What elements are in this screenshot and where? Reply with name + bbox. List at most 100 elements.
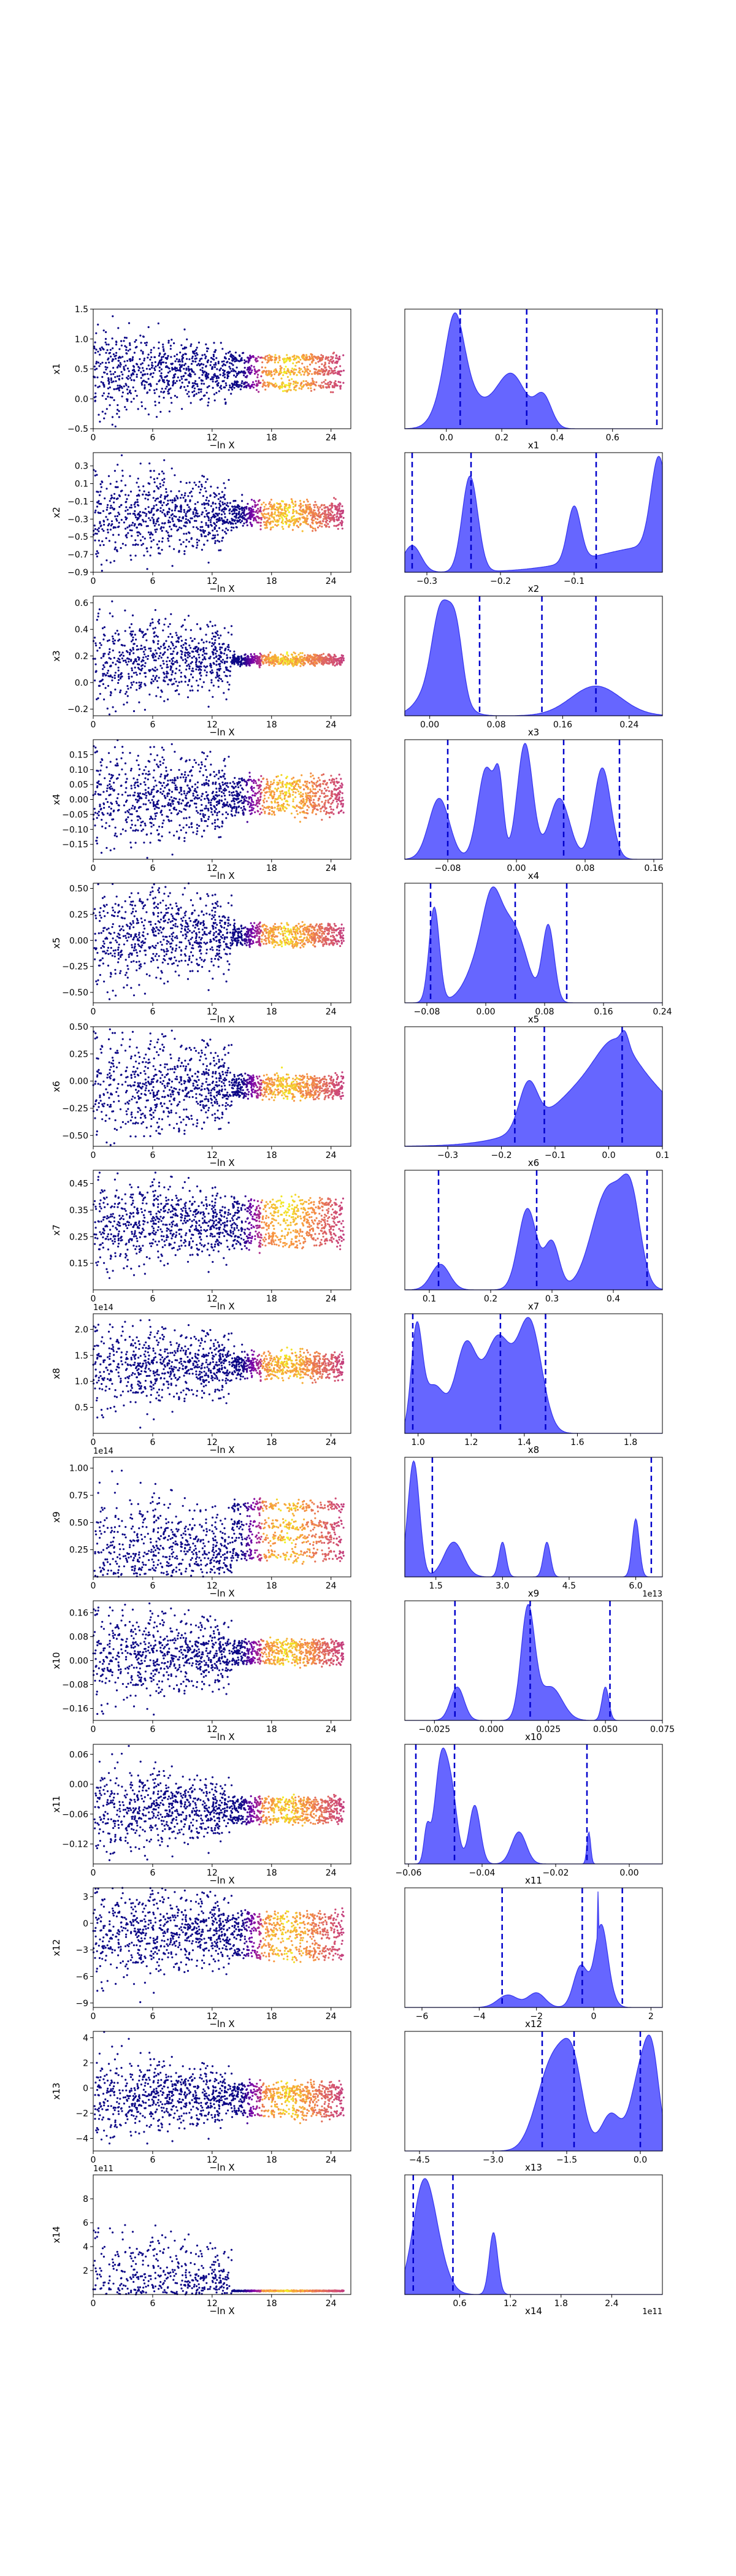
trace-point <box>308 806 310 808</box>
trace-point <box>301 370 304 373</box>
trace-point <box>289 374 291 376</box>
trace-point <box>152 514 155 516</box>
trace-point <box>310 355 313 358</box>
trace-point <box>113 548 116 551</box>
trace-point <box>259 652 261 655</box>
trace-point <box>322 653 325 655</box>
trace-point <box>163 700 166 702</box>
trace-point <box>156 364 159 367</box>
trace-point <box>243 359 246 361</box>
trace-point <box>176 353 178 356</box>
trace-point <box>269 355 272 358</box>
trace-point <box>127 386 129 388</box>
trace-point <box>133 784 136 786</box>
trace-point <box>325 807 328 810</box>
trace-point <box>96 505 99 508</box>
trace-point <box>150 832 152 835</box>
trace-point <box>213 662 215 665</box>
trace-points <box>93 315 345 427</box>
trace-point <box>165 770 167 772</box>
trace-point <box>243 367 246 369</box>
trace-point <box>199 672 201 674</box>
trace-point <box>250 499 253 501</box>
trace-point <box>188 532 191 534</box>
trace-point <box>223 692 225 694</box>
trace-point <box>156 680 158 682</box>
trace-point <box>288 787 291 789</box>
trace-point <box>332 813 335 815</box>
trace-point <box>276 502 278 505</box>
trace-point <box>163 396 165 399</box>
trace-point <box>256 383 258 385</box>
trace-point <box>323 513 326 516</box>
trace-point <box>321 359 323 361</box>
trace-point <box>205 805 207 807</box>
trace-point <box>315 369 318 371</box>
trace-point <box>142 352 144 355</box>
trace-point <box>227 786 229 788</box>
trace-point <box>207 783 209 785</box>
trace-point <box>267 360 270 363</box>
trace-point <box>215 349 217 351</box>
trace-point <box>129 813 131 815</box>
trace-point <box>337 371 339 374</box>
trace-point <box>275 356 277 359</box>
trace-point <box>100 564 103 566</box>
trace-point <box>206 515 209 518</box>
trace-point <box>288 388 290 391</box>
trace-point <box>176 651 178 654</box>
trace-point <box>305 380 307 383</box>
trace-point <box>134 539 137 542</box>
trace-point <box>156 669 158 671</box>
trace-points <box>92 454 345 572</box>
trace-point <box>342 657 345 659</box>
trace-point <box>298 361 301 363</box>
trace-point <box>258 657 260 660</box>
trace-point <box>332 661 334 663</box>
trace-point <box>108 540 110 542</box>
trace-point <box>163 647 166 650</box>
trace-point <box>315 661 318 664</box>
trace-point <box>236 372 238 375</box>
trace-point <box>105 368 107 371</box>
trace-point <box>228 756 230 758</box>
trace-point <box>154 529 156 531</box>
trace-point <box>186 696 190 699</box>
trace-point <box>169 669 172 671</box>
trace-point <box>314 500 316 503</box>
trace-point <box>309 506 311 508</box>
trace-point <box>139 367 141 369</box>
trace-point <box>107 784 109 787</box>
trace-point <box>220 367 222 370</box>
trace-point <box>322 386 324 389</box>
trace-point <box>158 402 161 404</box>
trace-point <box>145 367 148 370</box>
trace-point <box>299 781 301 783</box>
trace-point <box>152 519 155 522</box>
trace-point <box>231 388 234 391</box>
trace-point <box>177 497 179 500</box>
trace-point <box>127 688 129 690</box>
trace-point <box>321 504 323 506</box>
trace-point <box>228 688 230 691</box>
trace-point <box>99 646 101 649</box>
trace-point <box>167 380 170 383</box>
trace-point <box>216 512 218 515</box>
trace-point <box>180 672 183 674</box>
trace-point <box>188 663 190 666</box>
trace-point <box>322 369 324 371</box>
trace-point <box>226 666 228 669</box>
trace-point <box>212 386 214 389</box>
trace-point <box>107 752 110 754</box>
trace-point <box>191 689 194 692</box>
trace-point <box>323 504 326 507</box>
trace-point <box>122 659 125 662</box>
trace-point <box>154 369 156 372</box>
trace-point <box>215 653 217 655</box>
trace-point <box>127 375 129 377</box>
trace-point <box>113 848 115 850</box>
trace-point <box>212 643 215 646</box>
trace-point <box>171 339 173 341</box>
trace-point <box>130 631 132 633</box>
trace-point <box>313 504 315 507</box>
